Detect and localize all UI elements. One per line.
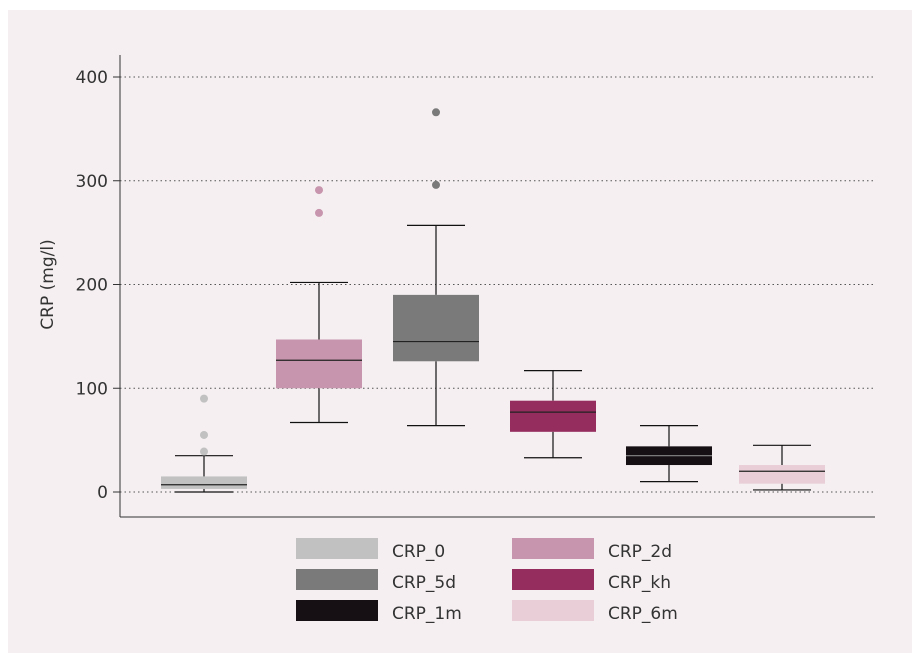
boxplot-chart: 0 100 200 300 400 CRP (mg/l) CRP_0 CRP_2d CRP_5… (38, 55, 875, 624)
legend-swatch (296, 569, 378, 590)
box-iqr (393, 294, 479, 362)
legend-label: CRP_2d (608, 542, 672, 562)
legend-swatch (512, 538, 594, 559)
y-tick-label: 200 (76, 276, 108, 296)
outlier-point (200, 447, 208, 456)
legend: CRP_0 CRP_2d CRP_5d CRP_kh CRP_1m CRP_6m (296, 538, 678, 624)
box-CRP_2d (276, 186, 362, 424)
box-CRP_0 (161, 394, 247, 493)
legend-label: CRP_5d (392, 573, 456, 593)
legend-label: CRP_kh (608, 573, 671, 593)
chart-panel: 0 100 200 300 400 CRP (mg/l) CRP_0 CRP_2d CRP_5… (8, 10, 912, 653)
box-CRP_6m (739, 444, 825, 491)
box-CRP_kh (510, 370, 596, 459)
legend-label: CRP_1m (392, 604, 462, 624)
gridlines (120, 76, 875, 493)
box-CRP_5d (393, 108, 479, 427)
outlier-point (200, 394, 208, 403)
legend-item-CRP_1m: CRP_1m (296, 600, 462, 624)
legend-label: CRP_0 (392, 542, 445, 562)
legend-item-CRP_6m: CRP_6m (512, 600, 678, 624)
box-iqr (510, 400, 596, 432)
y-tick-label: 100 (76, 379, 108, 399)
legend-label: CRP_6m (608, 604, 678, 624)
box-iqr (276, 339, 362, 389)
y-tick-label: 300 (76, 172, 108, 192)
outlier-point (315, 208, 323, 217)
legend-swatch (512, 569, 594, 590)
box-iqr (161, 476, 247, 489)
outlier-point (432, 180, 440, 189)
boxes (161, 108, 825, 493)
legend-swatch (296, 538, 378, 559)
axes: 0 100 200 300 400 CRP (mg/l) (38, 55, 875, 518)
outlier-point (315, 186, 323, 195)
y-tick-label: 0 (97, 483, 108, 503)
legend-swatch (512, 600, 594, 621)
legend-swatch (296, 600, 378, 621)
legend-item-CRP_kh: CRP_kh (512, 569, 671, 593)
legend-item-CRP_2d: CRP_2d (512, 538, 672, 562)
y-axis-title: CRP (mg/l) (38, 239, 58, 329)
legend-item-CRP_0: CRP_0 (296, 538, 445, 562)
box-iqr (739, 465, 825, 484)
outlier-point (432, 108, 440, 117)
outlier-point (200, 430, 208, 439)
legend-item-CRP_5d: CRP_5d (296, 569, 456, 593)
y-tick-label: 400 (76, 68, 108, 88)
box-CRP_1m (626, 425, 712, 483)
